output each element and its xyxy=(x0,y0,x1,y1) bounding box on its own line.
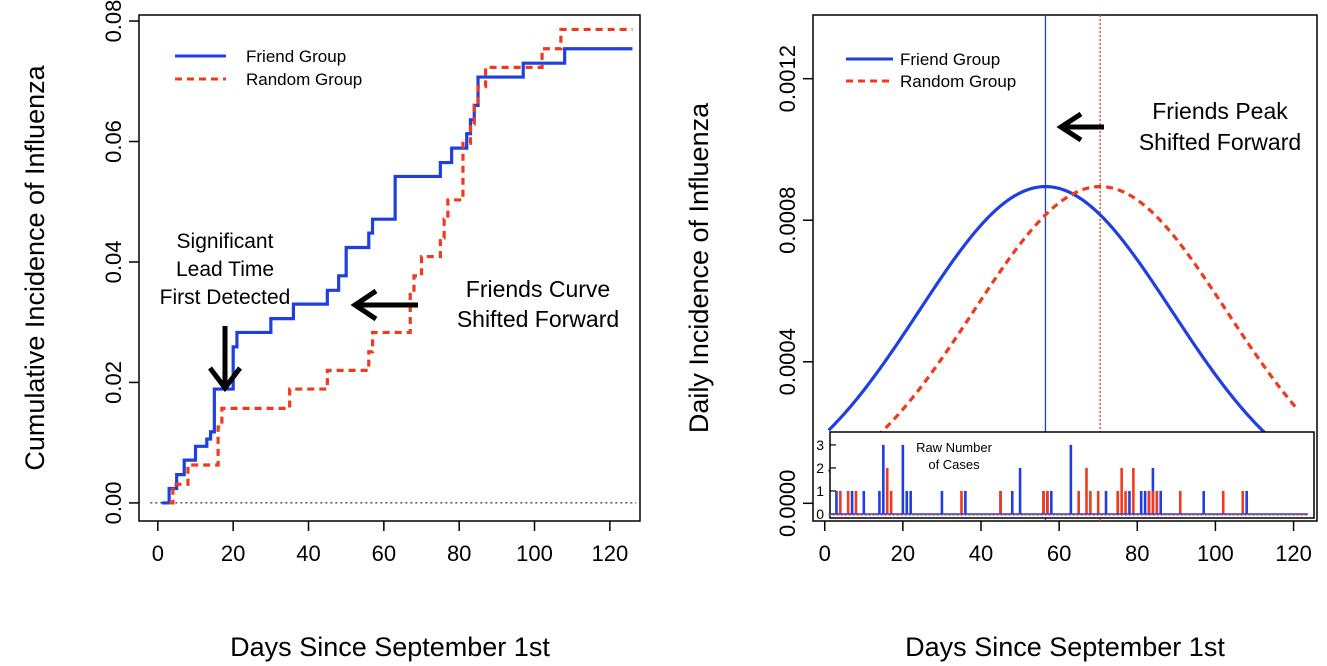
y-tick-label: 0.0000 xyxy=(775,470,800,537)
raw-cases-inset: 0 1 2 3 Raw Number of Cases xyxy=(816,431,1315,522)
friend-group-curve xyxy=(827,185,1299,461)
y-tick-label: 0.0004 xyxy=(775,328,800,395)
annotation-peak-line2: Shifted Forward xyxy=(1139,129,1301,155)
x-tick-label: 100 xyxy=(516,541,553,566)
left-axes: 0 20 40 60 80 100 120 0.00 0.02 0.04 0.06 0.08 xyxy=(101,0,628,566)
cumulative-incidence-panel: 0 20 40 60 80 100 120 0.00 0.02 0.04 0.06 0.08 Frie… xyxy=(20,0,641,662)
right-y-axis-label: Daily Incidence of Influenza xyxy=(684,102,714,433)
inset-bars: 0 1 2 3 xyxy=(816,437,1308,522)
x-tick-label: 60 xyxy=(372,541,396,566)
right-plot-frame xyxy=(812,14,1318,522)
y-tick-label: 0.06 xyxy=(101,120,126,163)
legend-label-friend: Friend Group xyxy=(246,47,346,66)
legend-label-friend: Friend Group xyxy=(900,50,1000,69)
annotation-peak-line1: Friends Peak xyxy=(1152,98,1288,124)
inset-title-line1: Raw Number xyxy=(916,440,993,455)
y-tick-label: 0.08 xyxy=(101,0,126,42)
random-group-curve xyxy=(827,185,1299,473)
x-tick-label: 100 xyxy=(1197,541,1234,566)
left-legend: Friend Group Random Group xyxy=(175,47,362,89)
legend-label-random: Random Group xyxy=(246,70,362,89)
random-group-step-line xyxy=(169,27,633,505)
annotation-lead-time-line1: Significant xyxy=(177,230,274,253)
x-tick-label: 20 xyxy=(891,541,915,566)
x-tick-label: 40 xyxy=(296,541,320,566)
y-tick-label: 0.04 xyxy=(101,241,126,284)
y-tick-label: 0.0008 xyxy=(775,187,800,254)
inset-y-tick-label: 0 xyxy=(816,506,824,522)
annotation-shift-line1: Friends Curve xyxy=(466,276,610,302)
x-tick-label: 0 xyxy=(152,541,164,566)
right-legend: Friend Group Random Group xyxy=(846,50,1016,91)
x-tick-label: 60 xyxy=(1047,541,1071,566)
x-tick-label: 120 xyxy=(1275,541,1312,566)
left-y-axis-label: Cumulative Incidence of Influenza xyxy=(20,64,50,470)
left-plot-frame xyxy=(138,14,641,522)
x-tick-label: 0 xyxy=(819,541,831,566)
y-tick-label: 0.02 xyxy=(101,361,126,404)
x-tick-label: 80 xyxy=(1125,541,1149,566)
inset-y-tick-label: 2 xyxy=(816,460,824,476)
x-tick-label: 120 xyxy=(592,541,629,566)
inset-y-tick-label: 3 xyxy=(816,437,824,453)
daily-incidence-panel: 0 20 40 60 80 100 1200.00000.00040.00080.0012 … xyxy=(684,14,1318,662)
x-tick-label: 40 xyxy=(969,541,993,566)
arrow-left-icon xyxy=(1056,111,1104,143)
right-x-axis-label: Days Since September 1st xyxy=(905,632,1225,662)
inset-title-line2: of Cases xyxy=(928,457,980,472)
arrow-left-icon xyxy=(350,288,418,322)
y-tick-label: 0.00 xyxy=(101,482,126,525)
x-tick-label: 20 xyxy=(221,541,245,566)
legend-label-random: Random Group xyxy=(900,72,1016,91)
right-annotations: Friends Peak Shifted Forward xyxy=(1056,98,1301,155)
left-x-axis-label: Days Since September 1st xyxy=(230,632,550,662)
x-tick-label: 80 xyxy=(447,541,471,566)
inset-y-tick-label: 1 xyxy=(816,483,824,499)
y-tick-label: 0.0012 xyxy=(775,45,800,112)
annotation-lead-time-line2: Lead Time xyxy=(176,258,274,281)
arrow-down-icon xyxy=(208,326,242,393)
annotation-lead-time-line3: First Detected xyxy=(160,286,291,309)
annotation-shift-line2: Shifted Forward xyxy=(457,306,619,332)
left-series xyxy=(150,27,637,505)
left-annotations: Significant Lead Time First Detected Fri… xyxy=(160,230,619,393)
